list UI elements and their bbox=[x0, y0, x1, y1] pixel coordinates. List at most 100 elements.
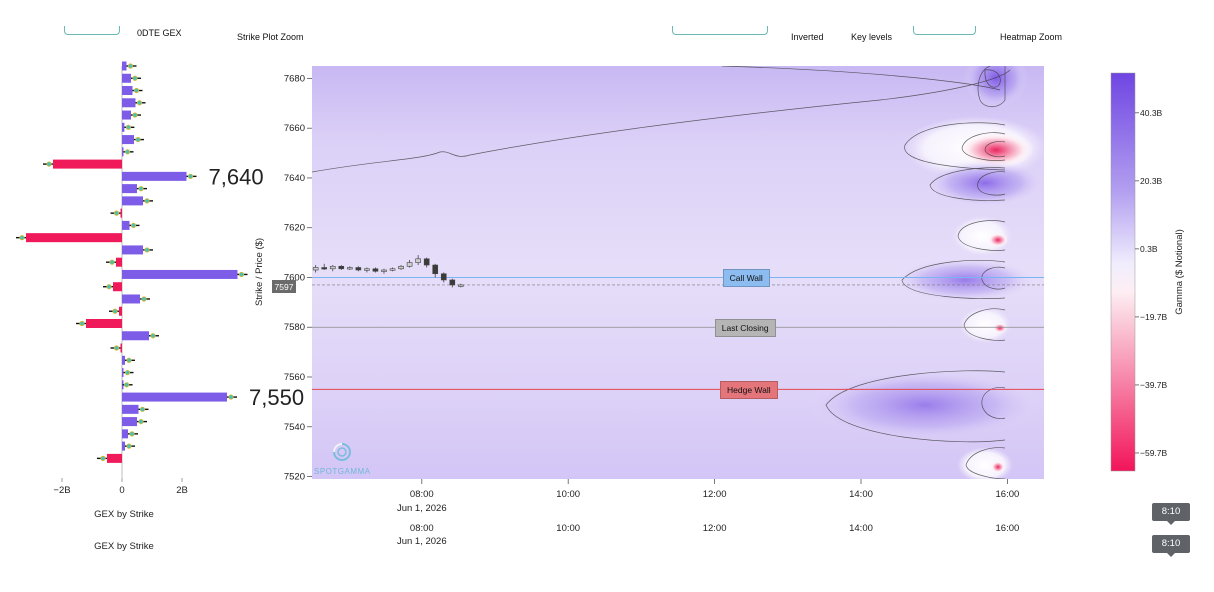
gex-bar bbox=[120, 343, 122, 353]
candle-body bbox=[364, 268, 370, 271]
heatmap-zoom-label[interactable]: Heatmap Zoom bbox=[1000, 32, 1063, 42]
call-wall-label: Call Wall bbox=[722, 269, 770, 288]
gamma-heatmap: SPOTGAMMA 7680 7660 7640 7620 7600 7580 7560 75… bbox=[254, 66, 1044, 547]
gex-bar bbox=[122, 245, 143, 255]
inverted-toggle-box[interactable] bbox=[672, 26, 768, 35]
gex-bar bbox=[122, 86, 133, 96]
strike-x-tick-label: 2B bbox=[176, 485, 188, 496]
heatmap-x-tick-label: 10:00 bbox=[556, 489, 580, 500]
candle-body bbox=[406, 262, 413, 267]
gex-bar bbox=[122, 61, 127, 71]
gamma-colorbar: 40.3B 20.3B 0.3B −19.7B −39.7B −59.7B Gamma (… bbox=[1110, 72, 1185, 472]
gex-bar bbox=[122, 184, 137, 194]
gex-bar-marker bbox=[112, 308, 118, 314]
gex-bar bbox=[53, 159, 122, 169]
odte-toggle-box[interactable] bbox=[64, 26, 120, 35]
hedge-wall-label: Hedge Wall bbox=[720, 381, 778, 400]
gex-bar bbox=[122, 220, 130, 230]
heatmap-x-tick-label-secondary: 08:00 bbox=[410, 523, 434, 534]
gex-bar bbox=[122, 331, 149, 341]
spotgamma-watermark: SPOTGAMMA bbox=[314, 467, 371, 476]
key-levels-toggle-box[interactable] bbox=[913, 26, 976, 35]
gex-bar-marker bbox=[138, 418, 144, 425]
heatmap-x-tick-label-secondary: 12:00 bbox=[703, 523, 727, 534]
candle-body bbox=[338, 265, 345, 270]
candle-body bbox=[389, 268, 396, 271]
colorbar-tick-label: −59.7B bbox=[1140, 448, 1168, 458]
heatmap-x-tick-label-secondary: 14:00 bbox=[849, 523, 873, 534]
gex-bar-marker bbox=[144, 198, 150, 204]
gex-bar bbox=[122, 441, 125, 451]
gex-bar-marker bbox=[113, 210, 120, 216]
gex-bar bbox=[113, 282, 122, 292]
gex-bar-marker bbox=[109, 259, 115, 265]
gex-bar-marker bbox=[124, 149, 131, 155]
strike-plot-zoom-label[interactable]: Strike Plot Zoom bbox=[237, 32, 304, 42]
current-price-tag bbox=[272, 280, 296, 293]
gex-bar bbox=[122, 196, 143, 206]
key-levels-label[interactable]: Key levels bbox=[851, 32, 893, 42]
gex-bar-marker bbox=[187, 173, 194, 179]
gex-bar bbox=[122, 73, 131, 83]
gex-bar-marker bbox=[136, 100, 143, 106]
gex-bar bbox=[119, 306, 122, 316]
last-closing-label: Last Closing bbox=[714, 319, 776, 338]
gex-bar-marker bbox=[46, 161, 52, 167]
candle-body bbox=[372, 268, 379, 272]
gex-bar-marker bbox=[144, 247, 150, 253]
candle-body bbox=[415, 258, 421, 263]
heatmap-y-tick-label: 7580 bbox=[284, 322, 305, 333]
heat-blob-neutral bbox=[959, 307, 1011, 343]
current-price-value: 7597 bbox=[275, 282, 294, 292]
strike-x-tick-label: 0 bbox=[119, 485, 124, 496]
heat-blob-positive bbox=[925, 159, 1044, 207]
gex-bar bbox=[122, 135, 134, 145]
time-tooltip: 8:10 bbox=[1152, 503, 1190, 525]
heatmap-y-tick-label: 7620 bbox=[284, 223, 305, 234]
strike-x-label: GEX by Strike bbox=[94, 509, 154, 520]
gex-bar-marker bbox=[100, 455, 106, 461]
heat-blob-positive bbox=[964, 66, 1028, 108]
gex-bar bbox=[122, 368, 124, 378]
heatmap-y-tick-label: 7600 bbox=[284, 272, 305, 283]
heatmap-y-tick-label: 7640 bbox=[284, 173, 305, 184]
gex-bar-marker bbox=[124, 382, 130, 388]
heatmap-y-label: Strike / Price ($) bbox=[254, 238, 265, 306]
colorbar-tick-label: 0.3B bbox=[1140, 244, 1158, 254]
gex-bar bbox=[122, 110, 131, 120]
gex-bar-marker bbox=[113, 345, 120, 351]
inverted-label[interactable]: Inverted bbox=[791, 32, 824, 42]
gex-bar-marker bbox=[130, 222, 137, 229]
gex-bar-marker bbox=[129, 431, 135, 437]
heatmap-y-tick-label: 7560 bbox=[284, 372, 305, 383]
gex-bar bbox=[122, 404, 139, 414]
heat-blob-negative bbox=[988, 233, 1008, 247]
gex-bar-marker bbox=[132, 112, 138, 118]
time-tooltip: 8:10 bbox=[1152, 535, 1190, 557]
heatmap-y-tick-label: 7680 bbox=[284, 73, 305, 84]
colorbar-title: Gamma ($ Notional) bbox=[1174, 229, 1185, 315]
heatmap-x-date-label: Jun 1, 2026 bbox=[397, 503, 447, 514]
gex-bar bbox=[122, 98, 136, 108]
candle-body bbox=[347, 267, 353, 270]
gex-bar-marker bbox=[139, 406, 146, 412]
candle-body bbox=[398, 265, 404, 270]
gex-bar-marker bbox=[126, 357, 132, 363]
gex-by-strike-chart: −2B 0 2B 7,640 7,550 GEX by Strike GEX by … bbox=[16, 61, 304, 552]
gex-bar bbox=[122, 417, 137, 427]
gex-bar-marker bbox=[79, 320, 85, 327]
colorbar-tick-label: −19.7B bbox=[1140, 312, 1168, 322]
candle-body bbox=[423, 258, 430, 266]
gex-bar-marker bbox=[228, 394, 234, 400]
heatmap-contours bbox=[312, 66, 1011, 479]
gex-bar-marker bbox=[133, 87, 140, 94]
colorbar-tick-label: 20.3B bbox=[1140, 176, 1163, 186]
spotgamma-logo bbox=[333, 443, 351, 461]
heatmap-x-tick-label-secondary: 10:00 bbox=[556, 523, 580, 534]
highlight-strike-label: 7,640 bbox=[209, 164, 264, 189]
strike-x-tick-label: −2B bbox=[53, 485, 70, 496]
gex-bar bbox=[107, 453, 122, 463]
heat-blob-negative bbox=[958, 132, 1034, 168]
colorbar-tick-label: 40.3B bbox=[1140, 108, 1163, 118]
